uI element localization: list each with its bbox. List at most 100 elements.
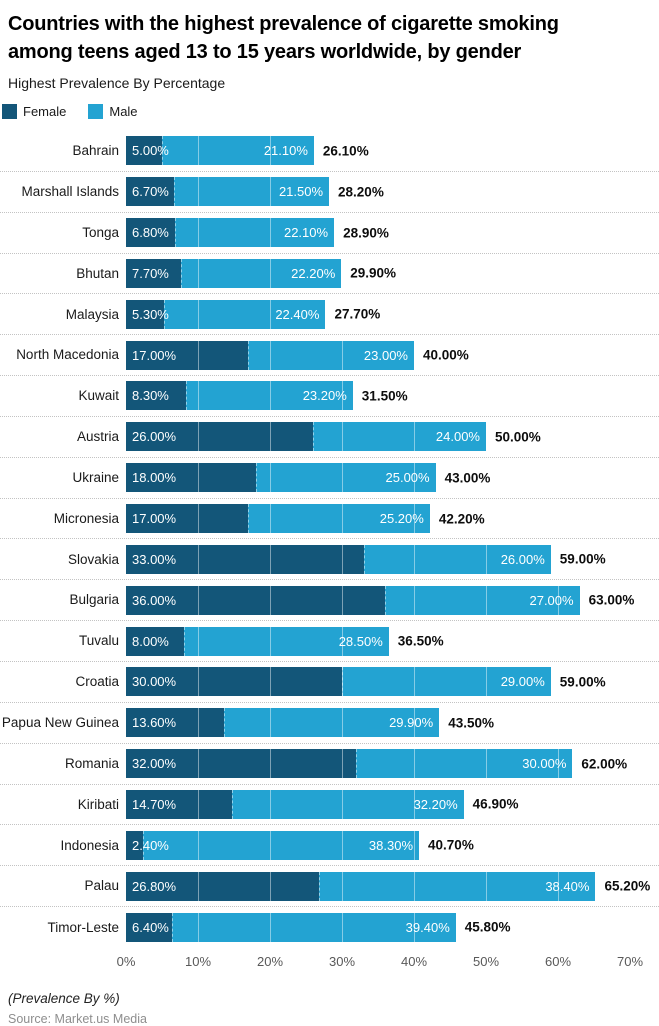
female-bar-segment[interactable]: 36.00% (126, 585, 386, 615)
female-bar-segment[interactable]: 13.60% (126, 708, 224, 738)
country-label: Bhutan (76, 265, 119, 281)
female-value-label: 6.80% (132, 225, 169, 241)
vertical-gridline (414, 258, 415, 288)
male-value-label: 22.20% (291, 265, 336, 281)
vertical-gridline (630, 749, 631, 779)
male-bar-segment[interactable]: 29.00% (342, 667, 551, 697)
vertical-gridline (558, 708, 559, 738)
male-bar-segment[interactable]: 23.20% (185, 381, 353, 411)
vertical-gridline (630, 504, 631, 534)
bar-area: 17.00% 25.20% 42.20% (126, 504, 659, 534)
country-row: Bulgaria 36.00% 27.00% 63.00% (0, 580, 659, 622)
total-value-label: 43.00% (444, 469, 491, 485)
x-axis-tick-label: 30% (328, 953, 356, 969)
male-value-label: 21.10% (263, 143, 308, 159)
vertical-gridline (486, 218, 487, 248)
vertical-gridline (486, 340, 487, 370)
country-row: Bhutan 7.70% 22.20% 29.90% (0, 254, 659, 295)
female-bar-segment[interactable]: 26.00% (126, 422, 314, 452)
female-value-label: 7.70% (132, 265, 169, 281)
male-bar-segment[interactable]: 38.30% (143, 830, 420, 860)
bar-area: 14.70% 32.20% 46.90% (126, 789, 659, 819)
female-bar-segment[interactable]: 18.00% (126, 463, 256, 493)
female-bar-segment[interactable]: 5.30% (126, 299, 169, 329)
male-bar-segment[interactable]: 29.90% (223, 708, 440, 738)
female-bar-segment[interactable]: 5.00% (126, 136, 169, 166)
chart-subtitle: Highest Prevalence By Percentage (8, 75, 226, 91)
female-bar-segment[interactable]: 30.00% (126, 667, 342, 697)
female-bar-segment[interactable]: 17.00% (126, 504, 249, 534)
male-bar-segment[interactable]: 24.00% (313, 422, 486, 452)
female-bar-segment[interactable]: 6.40% (126, 912, 173, 942)
male-value-label: 23.20% (302, 388, 347, 404)
male-bar-segment[interactable]: 26.00% (363, 544, 551, 574)
male-bar-segment[interactable]: 25.00% (255, 463, 436, 493)
male-bar-segment[interactable]: 21.50% (174, 177, 330, 207)
country-row: Micronesia 17.00% 25.20% 42.20% (0, 499, 659, 540)
country-label: Kiribati (77, 796, 119, 812)
x-axis-tick-label: 10% (184, 953, 212, 969)
country-label: Austria (76, 429, 119, 445)
female-bar-segment[interactable]: 8.30% (126, 381, 186, 411)
female-bar-segment[interactable]: 26.80% (126, 871, 319, 901)
vertical-gridline (558, 177, 559, 207)
vertical-gridline (558, 626, 559, 656)
female-bar-segment[interactable]: 14.70% (126, 789, 232, 819)
male-bar-segment[interactable]: 30.00% (356, 749, 573, 779)
male-bar-segment[interactable]: 23.00% (248, 340, 414, 370)
country-row: Croatia 30.00% 29.00% 59.00% (0, 662, 659, 703)
country-label: Bahrain (72, 143, 119, 159)
female-bar-segment[interactable]: 7.70% (126, 258, 182, 288)
legend-item-female[interactable]: Female (2, 104, 66, 119)
female-bar-segment[interactable]: 32.00% (126, 749, 357, 779)
female-bar-segment[interactable]: 6.70% (126, 177, 175, 207)
stacked-bar: 6.80% 22.10% (126, 218, 335, 248)
male-bar-segment[interactable]: 28.50% (183, 626, 389, 656)
male-bar-segment[interactable]: 39.40% (172, 912, 456, 942)
male-bar-segment[interactable]: 22.40% (164, 299, 326, 329)
vertical-gridline (558, 830, 559, 860)
country-row: Romania 32.00% 30.00% 62.00% (0, 744, 659, 785)
male-bar-segment[interactable]: 38.40% (318, 871, 596, 901)
stacked-bar: 13.60% 29.90% (126, 708, 440, 738)
axis-unit-note: (Prevalence By %) (8, 990, 120, 1006)
stacked-bar: 8.00% 28.50% (126, 626, 389, 656)
male-value-label: 23.00% (363, 347, 408, 363)
total-value-label: 59.00% (559, 674, 606, 690)
female-bar-segment[interactable]: 6.80% (126, 218, 175, 248)
stacked-bar: 18.00% 25.00% (126, 463, 436, 493)
male-bar-segment[interactable]: 21.10% (162, 136, 314, 166)
legend-item-male[interactable]: Male (88, 104, 138, 119)
female-bar-segment[interactable]: 17.00% (126, 340, 249, 370)
female-bar-segment[interactable]: 33.00% (126, 544, 364, 574)
bar-area: 33.00% 26.00% 59.00% (126, 544, 659, 574)
vertical-gridline (342, 258, 343, 288)
male-bar-segment[interactable]: 27.00% (385, 585, 580, 615)
total-value-label: 46.90% (472, 796, 519, 812)
male-bar-segment[interactable]: 25.20% (248, 504, 430, 534)
female-bar-segment[interactable]: 2.40% (126, 830, 169, 860)
total-value-label: 50.00% (495, 429, 541, 445)
country-row: Slovakia 33.00% 26.00% 59.00% (0, 539, 659, 581)
stacked-bar: 7.70% 22.20% (126, 258, 342, 288)
country-label: Marshall Islands (21, 184, 119, 200)
female-color-swatch (2, 104, 17, 119)
stacked-bar: 5.30% 22.40% (126, 299, 326, 329)
male-value-label: 29.00% (500, 674, 545, 690)
country-row: Bahrain 5.00% 21.10% 26.10% (0, 131, 659, 172)
vertical-gridline (630, 422, 631, 452)
vertical-gridline (414, 177, 415, 207)
male-bar-segment[interactable]: 32.20% (231, 789, 464, 819)
male-bar-segment[interactable]: 22.10% (174, 218, 335, 248)
bar-area: 8.30% 23.20% 31.50% (126, 381, 659, 411)
stacked-bar: 14.70% 32.20% (126, 789, 464, 819)
female-value-label: 2.40% (132, 837, 169, 853)
stacked-bar: 17.00% 23.00% (126, 340, 414, 370)
female-value-label: 5.30% (132, 306, 169, 322)
female-bar-segment[interactable]: 8.00% (126, 626, 184, 656)
vertical-gridline (630, 708, 631, 738)
country-label: Croatia (75, 674, 119, 690)
stacked-bar: 26.80% 38.40% (126, 871, 596, 901)
male-bar-segment[interactable]: 22.20% (181, 258, 342, 288)
